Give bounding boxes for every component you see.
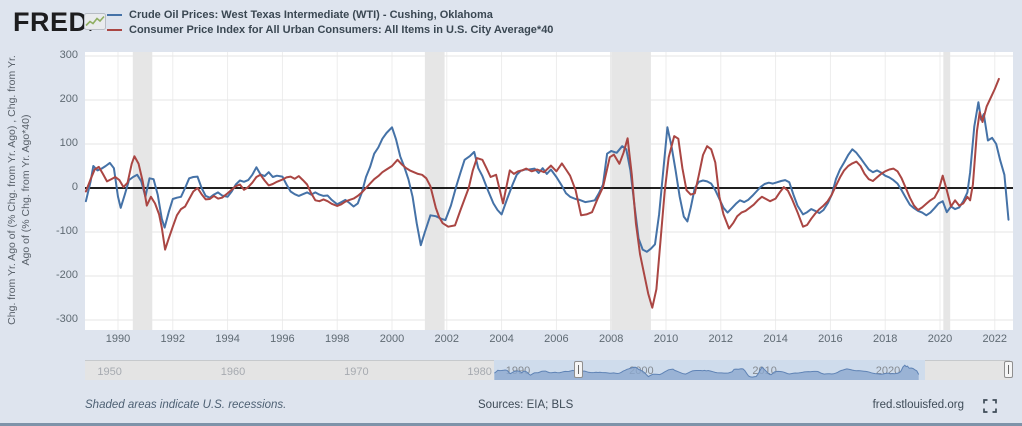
y-tick-label: -100 (55, 225, 78, 237)
navigator-mini-chart (494, 364, 920, 380)
site-link[interactable]: fred.stlouisfed.org (872, 399, 964, 411)
fullscreen-icon[interactable] (983, 399, 998, 414)
bottom-edge-bar (0, 423, 1022, 426)
y-tick-label: 0 (71, 181, 78, 193)
x-tick-label: 2010 (653, 333, 679, 345)
x-tick-label: 2002 (434, 333, 460, 345)
x-tick-label: 1994 (215, 333, 240, 345)
nav-decade-label: 1960 (220, 366, 246, 378)
recession-band (132, 52, 153, 330)
nav-decade-label: 1970 (344, 366, 369, 378)
range-selector-window[interactable]: 1990200020102020 (494, 360, 925, 380)
navigator-line (494, 364, 920, 378)
series-line-cpi (84, 77, 1000, 309)
sources-text: Sources: EIA; BLS (478, 399, 574, 411)
x-tick-label: 2014 (763, 333, 788, 345)
x-tick-label: 1996 (270, 333, 295, 345)
x-tick-label: 2022 (982, 333, 1008, 345)
legend: Crude Oil Prices: West Texas Intermediat… (107, 7, 553, 37)
legend-swatch-wti (107, 13, 122, 16)
range-handle-left[interactable] (574, 361, 583, 378)
legend-label-wti: Crude Oil Prices: West Texas Intermediat… (129, 8, 493, 21)
recession-band (610, 52, 651, 330)
recession-note: Shaded areas indicate U.S. recessions. (85, 399, 287, 411)
y-tick-label: -200 (55, 269, 78, 281)
y-tick-label: 100 (59, 137, 78, 149)
x-tick-label: 2012 (708, 333, 734, 345)
x-tick-label: 2020 (927, 333, 953, 345)
recession-band (424, 52, 445, 330)
y-axis-title-line2: Ago of (% Chg. from Yr. Ago*40) (20, 114, 32, 266)
x-tick-label: 1998 (324, 333, 350, 345)
legend-swatch-cpi (107, 28, 122, 31)
x-tick-label: 2018 (872, 333, 898, 345)
y-tick-label: -300 (55, 313, 78, 325)
fred-logo-chart-icon (84, 13, 106, 35)
x-tick-label: 2000 (379, 333, 405, 345)
x-tick-label: 2016 (818, 333, 843, 345)
nav-decade-label: 1950 (97, 366, 122, 378)
legend-item-cpi[interactable]: Consumer Price Index for All Urban Consu… (107, 22, 553, 37)
range-handle-right[interactable] (1004, 361, 1013, 378)
navigator-area (494, 365, 919, 380)
y-axis-title-line1: Chg. from Yr. Ago of (% Chg. from Yr. Ag… (6, 55, 18, 325)
y-tick-label: 200 (59, 93, 78, 105)
x-axis: 1990 1992 1994 1996 1998 2000 2002 2004 2006 2008… (0, 333, 1022, 347)
header: FRED. Crude Oil Prices: West Texas Inter… (0, 0, 1022, 48)
legend-label-cpi: Consumer Price Index for All Urban Consu… (129, 23, 554, 36)
y-tick-label: 300 (59, 49, 78, 61)
plot-area[interactable] (0, 0, 1022, 348)
legend-item-wti[interactable]: Crude Oil Prices: West Texas Intermediat… (107, 7, 553, 22)
x-tick-label: 1990 (105, 333, 131, 345)
footer: Shaded areas indicate U.S. recessions. S… (0, 394, 1022, 418)
nav-decade-label: 1980 (467, 366, 492, 378)
x-tick-label: 2006 (544, 333, 569, 345)
handle-grip (1008, 365, 1009, 374)
y-axis: 300 200 100 0 -100 -200 -300 (40, 0, 78, 345)
range-selector: 1950 1960 1970 1980 1990200020102020 (0, 357, 1022, 384)
handle-grip (578, 365, 579, 374)
x-tick-label: 2008 (598, 333, 624, 345)
plot-background (85, 52, 1013, 330)
x-tick-label: 1992 (160, 333, 186, 345)
x-tick-label: 2004 (489, 333, 514, 345)
